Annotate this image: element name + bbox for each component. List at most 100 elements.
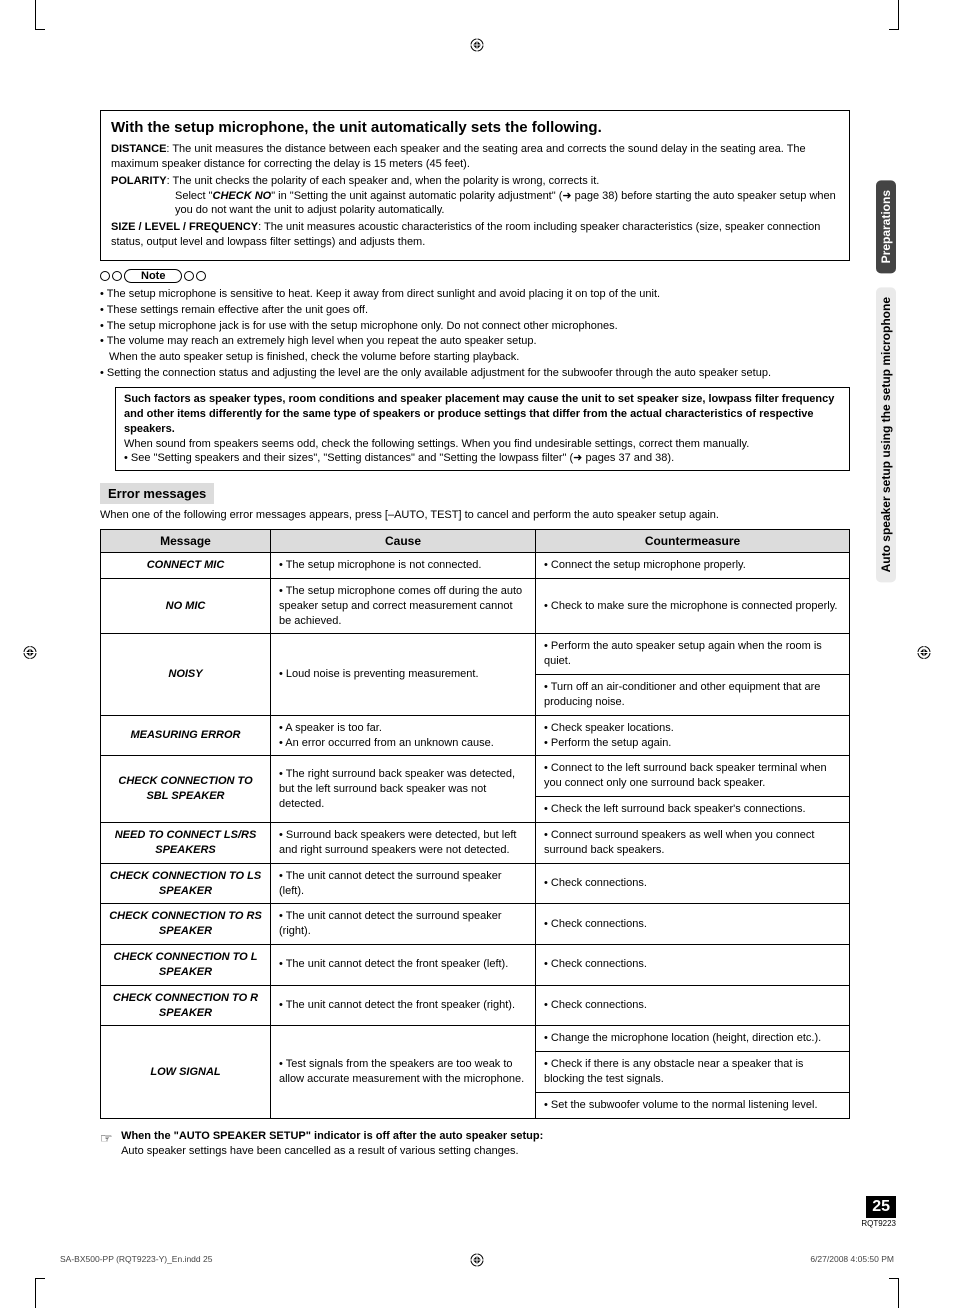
error-section-intro: When one of the following error messages… xyxy=(100,508,850,523)
crop-mark xyxy=(35,1278,45,1308)
size-label: SIZE / LEVEL / FREQUENCY xyxy=(111,221,258,233)
msg-cell: CHECK CONNECTION TO LS SPEAKER xyxy=(101,863,271,904)
page-content: With the setup microphone, the unit auto… xyxy=(100,110,850,1160)
table-row: NOISY • Loud noise is preventing measure… xyxy=(101,634,850,675)
msg-cell: CHECK CONNECTION TO RS SPEAKER xyxy=(101,904,271,945)
table-row: NO MIC • The setup microphone comes off … xyxy=(101,578,850,634)
cause-cell: • The right surround back speaker was de… xyxy=(271,756,536,823)
factors-line2: When sound from speakers seems odd, chec… xyxy=(124,438,749,450)
cm-cell: • Connect surround speakers as well when… xyxy=(536,823,850,864)
table-row: CONNECT MIC • The setup microphone is no… xyxy=(101,553,850,579)
th-cause: Cause xyxy=(271,530,536,553)
cm-cell: • Check connections. xyxy=(536,863,850,904)
note-header: Note xyxy=(100,269,850,283)
table-row: LOW SIGNAL • Test signals from the speak… xyxy=(101,1026,850,1052)
cause-cell: • The setup microphone is not connected. xyxy=(271,553,536,579)
note-list: • The setup microphone is sensitive to h… xyxy=(100,287,850,381)
distance-row: DISTANCE: The unit measures the distance… xyxy=(111,142,839,172)
th-message: Message xyxy=(101,530,271,553)
cm-cell: • Change the microphone location (height… xyxy=(536,1026,850,1052)
crop-mark xyxy=(889,1278,899,1308)
polarity-suffix: " in "Setting the unit against automatic… xyxy=(175,190,836,217)
msg-cell: LOW SIGNAL xyxy=(101,1026,271,1118)
th-countermeasure: Countermeasure xyxy=(536,530,850,553)
footer-meta: SA-BX500-PP (RQT9223-Y)_En.indd 25 6/27/… xyxy=(60,1254,894,1264)
msg-cell: CONNECT MIC xyxy=(101,553,271,579)
factors-box: Such factors as speaker types, room cond… xyxy=(115,387,850,471)
table-row: CHECK CONNECTION TO SBL SPEAKER • The ri… xyxy=(101,756,850,797)
note-item: • The setup microphone jack is for use w… xyxy=(100,319,850,334)
footer-note: ☞ When the "AUTO SPEAKER SETUP" indicato… xyxy=(100,1129,850,1160)
footer-note-body: Auto speaker settings have been cancelle… xyxy=(121,1145,518,1157)
doc-code: RQT9223 xyxy=(861,1219,896,1228)
footer-right: 6/27/2008 4:05:50 PM xyxy=(810,1254,894,1264)
cause-cell: • Surround back speakers were detected, … xyxy=(271,823,536,864)
tab-preparations: Preparations xyxy=(876,180,896,273)
note-item: • The volume may reach an extremely high… xyxy=(100,334,850,349)
circle-icon xyxy=(184,271,194,281)
page-number-box: 25 RQT9223 xyxy=(861,1196,896,1228)
polarity-label: POLARITY xyxy=(111,175,167,187)
table-row: CHECK CONNECTION TO RS SPEAKER • The uni… xyxy=(101,904,850,945)
msg-cell: NO MIC xyxy=(101,578,271,634)
cause-cell: • The unit cannot detect the surround sp… xyxy=(271,863,536,904)
page-number: 25 xyxy=(866,1196,896,1218)
cm-cell: • Turn off an air-conditioner and other … xyxy=(536,675,850,716)
cause-cell: • The unit cannot detect the front speak… xyxy=(271,945,536,986)
distance-text: : The unit measures the distance between… xyxy=(111,143,806,170)
note-item: • The setup microphone is sensitive to h… xyxy=(100,287,850,302)
table-row: CHECK CONNECTION TO LS SPEAKER • The uni… xyxy=(101,863,850,904)
hand-icon: ☞ xyxy=(100,1129,118,1149)
cm-cell: • Check the left surround back speaker's… xyxy=(536,797,850,823)
cause-cell: • The setup microphone comes off during … xyxy=(271,578,536,634)
cm-cell: • Check connections. xyxy=(536,985,850,1026)
setup-box: With the setup microphone, the unit auto… xyxy=(100,110,850,261)
tab-auto-speaker: Auto speaker setup using the setup micro… xyxy=(876,287,896,582)
cm-cell: • Set the subwoofer volume to the normal… xyxy=(536,1092,850,1118)
registration-mark xyxy=(470,38,484,55)
table-row: CHECK CONNECTION TO R SPEAKER • The unit… xyxy=(101,985,850,1026)
cause-cell: • The unit cannot detect the front speak… xyxy=(271,985,536,1026)
msg-cell: NEED TO CONNECT LS/RS SPEAKERS xyxy=(101,823,271,864)
cm-cell: • Perform the auto speaker setup again w… xyxy=(536,634,850,675)
registration-mark xyxy=(23,646,37,663)
circle-icon xyxy=(196,271,206,281)
registration-mark xyxy=(917,646,931,663)
cause-cell: • Test signals from the speakers are too… xyxy=(271,1026,536,1118)
footer-left: SA-BX500-PP (RQT9223-Y)_En.indd 25 xyxy=(60,1254,212,1264)
polarity-text: : The unit checks the polarity of each s… xyxy=(167,175,600,187)
msg-cell: CHECK CONNECTION TO SBL SPEAKER xyxy=(101,756,271,823)
error-table: Message Cause Countermeasure CONNECT MIC… xyxy=(100,529,850,1119)
setup-title: With the setup microphone, the unit auto… xyxy=(111,119,839,136)
note-item: • These settings remain effective after … xyxy=(100,303,850,318)
cause-cell: • Loud noise is preventing measurement. xyxy=(271,634,536,715)
cm-cell: • Check connections. xyxy=(536,945,850,986)
cm-cell: • Check speaker locations. • Perform the… xyxy=(536,715,850,756)
crop-mark xyxy=(35,0,45,30)
table-row: CHECK CONNECTION TO L SPEAKER • The unit… xyxy=(101,945,850,986)
msg-cell: MEASURING ERROR xyxy=(101,715,271,756)
msg-cell: NOISY xyxy=(101,634,271,715)
polarity-em: CHECK NO xyxy=(213,190,272,202)
note-item-sub: When the auto speaker setup is finished,… xyxy=(100,350,850,365)
cause-cell: • A speaker is too far. • An error occur… xyxy=(271,715,536,756)
cm-cell: • Check connections. xyxy=(536,904,850,945)
table-row: NEED TO CONNECT LS/RS SPEAKERS • Surroun… xyxy=(101,823,850,864)
cm-cell: • Check to make sure the microphone is c… xyxy=(536,578,850,634)
polarity-prefix: Select " xyxy=(175,190,213,202)
cm-cell: • Connect to the left surround back spea… xyxy=(536,756,850,797)
polarity-select: Select "CHECK NO" in "Setting the unit a… xyxy=(111,189,839,219)
note-item: • Setting the connection status and adju… xyxy=(100,366,850,381)
msg-cell: CHECK CONNECTION TO R SPEAKER xyxy=(101,985,271,1026)
side-tabs: Preparations Auto speaker setup using th… xyxy=(876,180,896,583)
error-section-title: Error messages xyxy=(100,483,214,504)
msg-cell: CHECK CONNECTION TO L SPEAKER xyxy=(101,945,271,986)
distance-label: DISTANCE xyxy=(111,143,166,155)
factors-bold: Such factors as speaker types, room cond… xyxy=(124,393,834,435)
note-label: Note xyxy=(124,269,182,283)
circle-icon xyxy=(100,271,110,281)
footer-note-title: When the "AUTO SPEAKER SETUP" indicator … xyxy=(121,1130,543,1142)
polarity-row: POLARITY: The unit checks the polarity o… xyxy=(111,174,839,219)
crop-mark xyxy=(889,0,899,30)
cm-cell: • Connect the setup microphone properly. xyxy=(536,553,850,579)
